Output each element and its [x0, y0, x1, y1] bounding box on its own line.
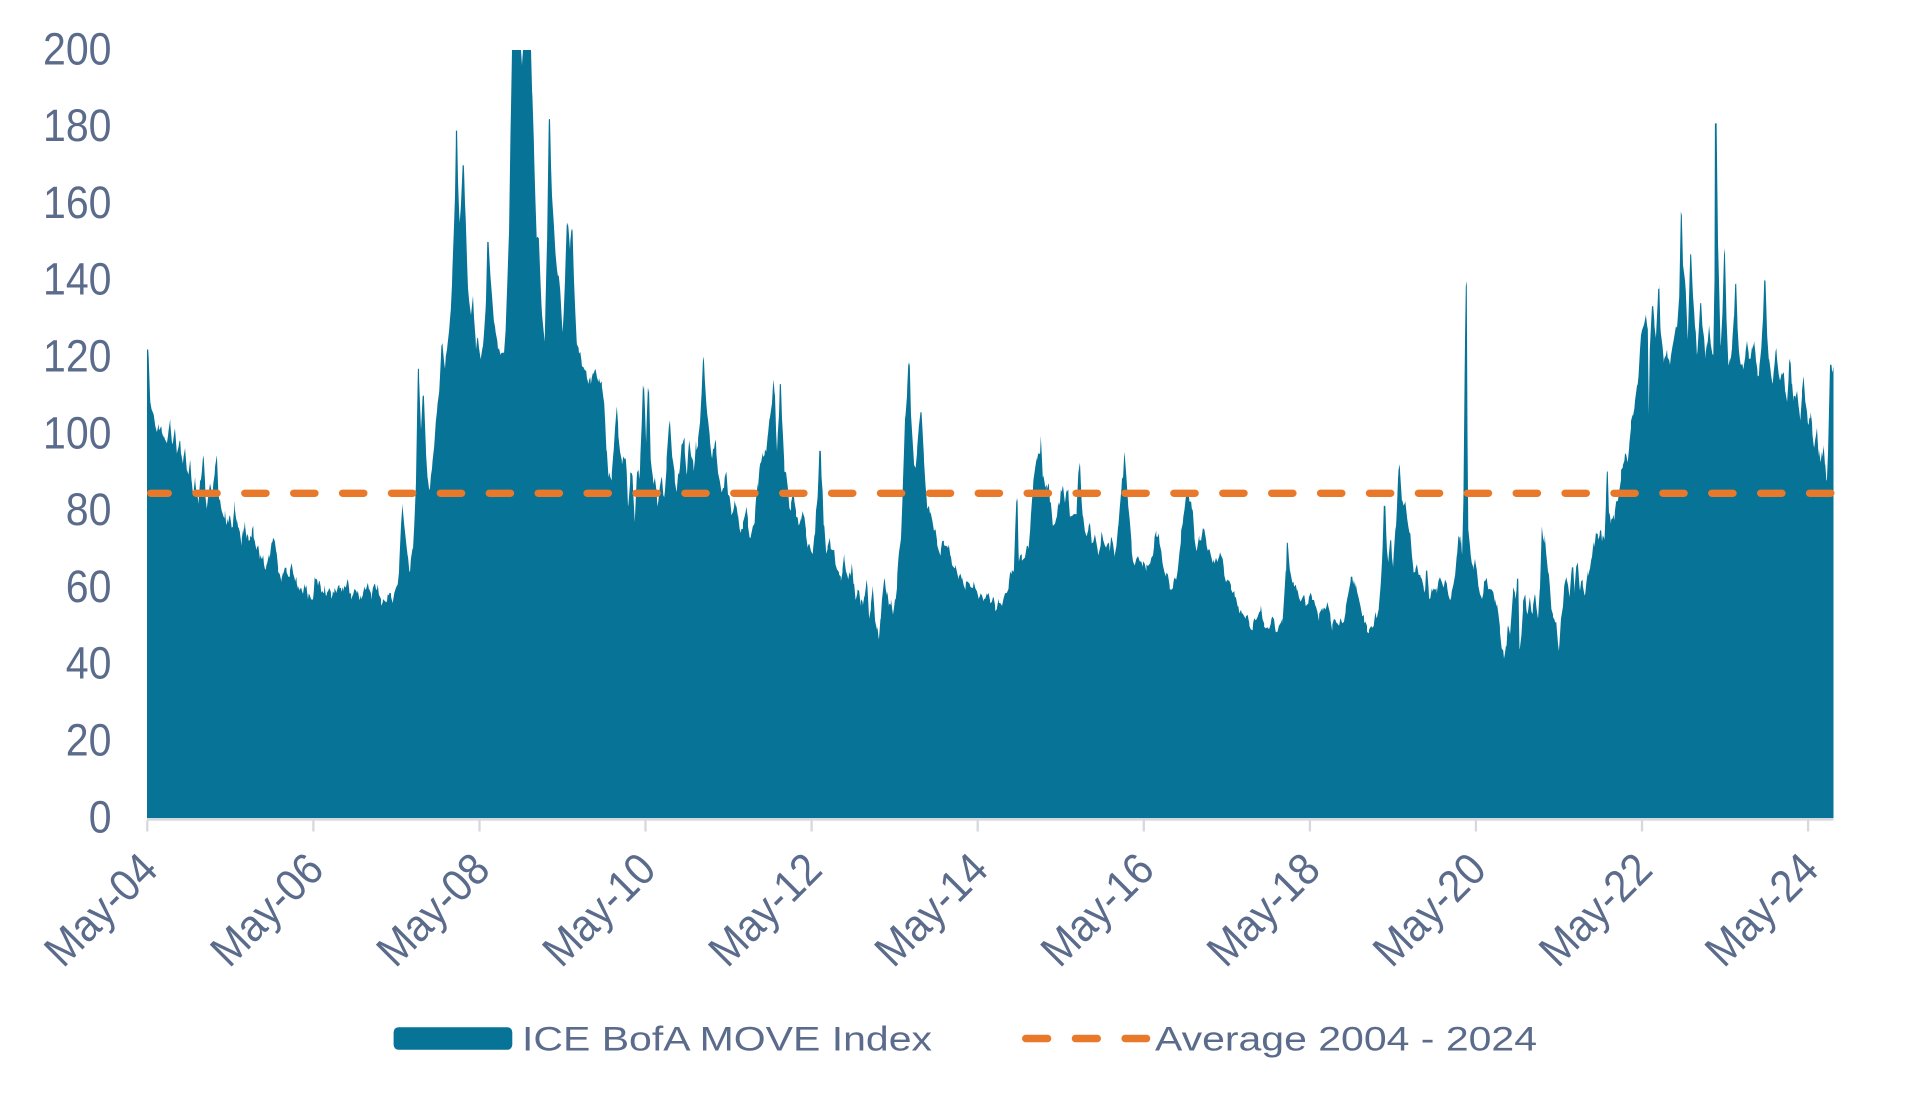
svg-text:Average 2004 - 2024: Average 2004 - 2024 — [1155, 1021, 1537, 1059]
svg-text:60: 60 — [66, 561, 112, 612]
svg-text:180: 180 — [43, 100, 112, 151]
svg-text:80: 80 — [66, 484, 112, 535]
svg-text:20: 20 — [66, 715, 112, 766]
svg-text:0: 0 — [89, 791, 112, 842]
svg-text:40: 40 — [66, 638, 112, 689]
svg-text:200: 200 — [43, 23, 112, 74]
svg-text:100: 100 — [43, 407, 112, 458]
svg-text:160: 160 — [43, 177, 112, 228]
svg-text:120: 120 — [43, 331, 112, 382]
svg-text:140: 140 — [43, 254, 112, 305]
svg-text:ICE BofA MOVE Index: ICE BofA MOVE Index — [522, 1021, 932, 1059]
